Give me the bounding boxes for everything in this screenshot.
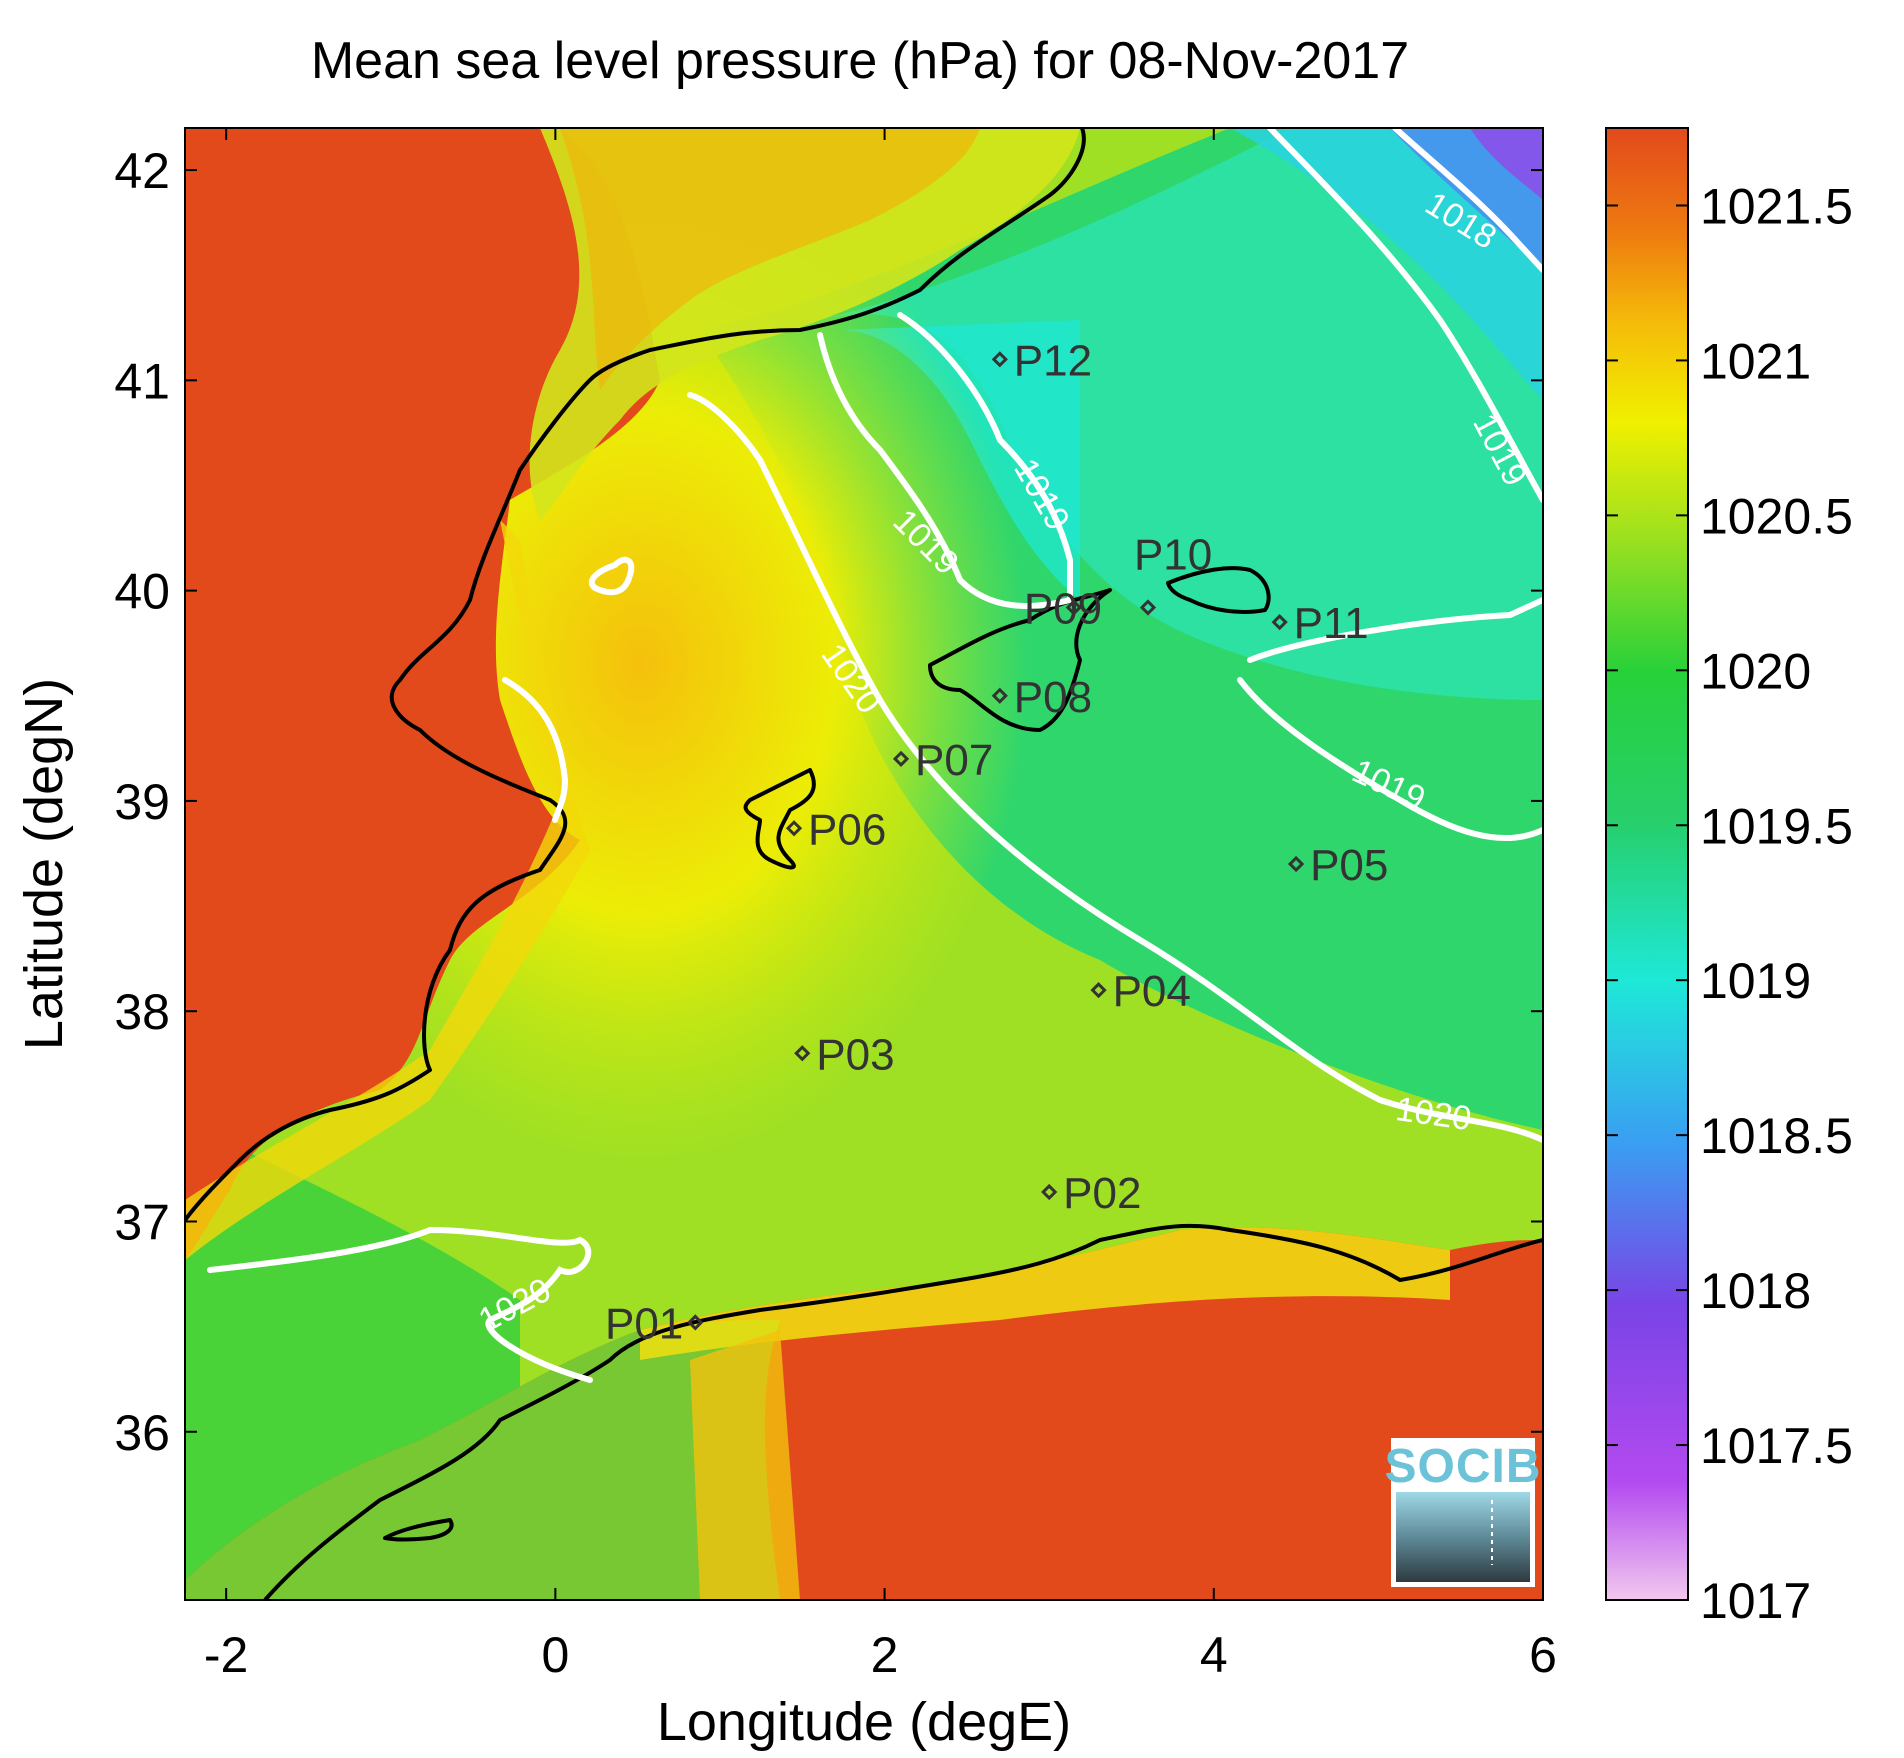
x-tick-label: 4 <box>1200 1627 1228 1683</box>
station-markers: P01 P02 P03 P04 P05 P06 P07 P08 P09 P10 P11 P12 <box>605 336 1388 1348</box>
isobar-1019-mid <box>897 312 1073 603</box>
plot-frame <box>184 127 1544 1601</box>
y-tick-label: 38 <box>114 984 170 1040</box>
colorbar-tick-label: 1018.5 <box>1700 1108 1853 1164</box>
y-tick-label: 37 <box>114 1194 170 1250</box>
station-p05: P05 <box>1287 841 1388 890</box>
station-p07: P07 <box>892 736 993 785</box>
coastlines <box>185 128 1543 1600</box>
colorbar-ticks: 1017 1017.5 1018 1018.5 1019 1019.5 1020… <box>1700 178 1853 1629</box>
station-p03: P03 <box>794 1030 895 1079</box>
x-tick-label: 0 <box>541 1627 569 1683</box>
station-p12: P12 <box>991 336 1092 385</box>
station-label: P08 <box>1014 673 1092 722</box>
station-p01: P01 <box>605 1299 704 1348</box>
isobar-1019-west <box>817 332 1073 609</box>
station-label: P07 <box>915 736 993 785</box>
iberian-coastline <box>185 128 1086 1222</box>
colorbar-tick-label: 1017 <box>1700 1573 1811 1629</box>
y-tick-label: 40 <box>114 564 170 620</box>
station-marker-icon <box>794 1045 811 1062</box>
station-marker-icon <box>991 687 1008 704</box>
colorbar-tick-label: 1021 <box>1700 333 1811 389</box>
station-marker-icon <box>1287 855 1305 873</box>
colorbar-tick-label: 1021.5 <box>1700 178 1853 234</box>
isobar-1019-south <box>1237 597 1543 841</box>
socib-logo: SOCIB <box>1384 1438 1541 1587</box>
chart-title: Mean sea level pressure (hPa) for 08-Nov… <box>311 32 1409 90</box>
isobar-1019-east <box>1267 128 1543 503</box>
station-p09: P09 <box>1024 584 1102 633</box>
colorbar-gradient <box>1605 127 1689 1601</box>
station-marker-icon <box>785 820 803 837</box>
isobar-1020-main <box>687 392 1543 1143</box>
station-label: P02 <box>1063 1169 1141 1218</box>
colorbar-tick-marks <box>1606 204 1688 1601</box>
x-axis-label: Longitude (degE) <box>657 1692 1071 1752</box>
menorca-coastline <box>1166 566 1271 614</box>
station-p11: P11 <box>1271 599 1369 648</box>
station-marker-icon <box>1041 1183 1058 1201</box>
station-marker-icon <box>1271 614 1288 631</box>
isobar-1020-south <box>207 1226 593 1383</box>
station-p10: P10 <box>1134 530 1212 616</box>
station-label: P05 <box>1310 841 1388 890</box>
isobar-1020-loop <box>588 556 635 596</box>
station-label: P03 <box>816 1030 894 1079</box>
station-p08: P08 <box>991 673 1092 722</box>
pressure-field <box>185 128 1543 1600</box>
station-p04: P04 <box>1090 967 1191 1016</box>
isobar-1020-east-iberia <box>502 677 569 823</box>
station-label: P01 <box>605 1299 683 1348</box>
colorbar-tick-label: 1019.5 <box>1700 798 1853 854</box>
y-axis-label: Latitude (degN) <box>14 678 74 1050</box>
y-tick-label: 42 <box>114 143 170 199</box>
station-label: P11 <box>1294 599 1369 648</box>
y-axis-label-group: Latitude (degN) <box>14 678 74 1050</box>
x-axis-ticks: -2 0 2 4 6 <box>204 1627 1557 1683</box>
station-p06: P06 <box>785 805 886 854</box>
station-label: P04 <box>1113 967 1191 1016</box>
colorbar-tick-label: 1020 <box>1700 643 1811 699</box>
isobars <box>207 128 1543 1383</box>
colorbar-tick-label: 1017.5 <box>1700 1418 1853 1474</box>
x-tick-label: 2 <box>871 1627 899 1683</box>
y-axis-ticks: 36 37 38 39 40 41 42 <box>114 143 170 1461</box>
ibiza-coastline <box>743 768 816 870</box>
station-label: P06 <box>808 805 886 854</box>
station-marker-icon <box>1090 982 1107 999</box>
colorbar-tick-label: 1019 <box>1700 953 1811 1009</box>
station-marker-icon <box>892 750 910 767</box>
colorbar-tick-label: 1020.5 <box>1700 488 1853 544</box>
y-tick-label: 41 <box>114 353 170 409</box>
station-label: P09 <box>1024 584 1102 633</box>
isobar-1018 <box>1392 128 1543 273</box>
y-tick-label: 36 <box>114 1405 170 1461</box>
logo-text: SOCIB <box>1384 1440 1541 1493</box>
station-label: P10 <box>1134 530 1212 579</box>
colorbar: 1017 1017.5 1018 1018.5 1019 1019.5 1020… <box>1605 127 1853 1629</box>
y-tick-label: 39 <box>114 774 170 830</box>
axis-tick-marks <box>185 128 1544 1600</box>
alboran-island-coastline <box>383 1518 454 1542</box>
north-africa-coastline <box>263 1223 1543 1600</box>
station-marker-icon <box>991 351 1008 368</box>
mallorca-coastline <box>928 588 1112 732</box>
station-marker-icon <box>687 1314 704 1331</box>
station-marker-icon <box>1065 599 1082 616</box>
station-p02: P02 <box>1041 1169 1141 1218</box>
station-label: P12 <box>1014 336 1092 385</box>
x-tick-label: -2 <box>204 1627 248 1683</box>
x-tick-label: 6 <box>1529 1627 1557 1683</box>
station-marker-icon <box>1139 599 1157 616</box>
colorbar-tick-label: 1018 <box>1700 1263 1811 1319</box>
